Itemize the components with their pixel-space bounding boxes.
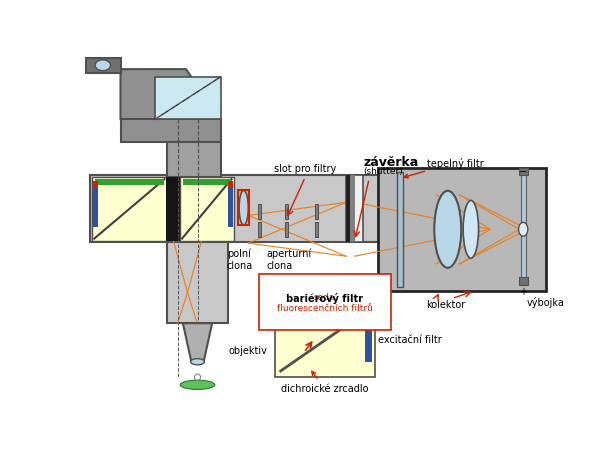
Ellipse shape xyxy=(191,359,205,365)
Bar xyxy=(521,170,525,285)
Text: výbojka: výbojka xyxy=(527,297,565,308)
Polygon shape xyxy=(121,70,221,120)
Bar xyxy=(93,182,98,189)
Bar xyxy=(167,242,228,324)
Bar xyxy=(183,180,230,185)
Bar xyxy=(397,172,403,288)
Ellipse shape xyxy=(180,380,215,389)
Polygon shape xyxy=(155,78,221,120)
Bar xyxy=(257,222,261,238)
Ellipse shape xyxy=(194,374,200,380)
Bar xyxy=(282,308,336,313)
Text: bariérový filtr: bariérový filtr xyxy=(286,293,363,303)
Bar xyxy=(284,222,287,238)
Text: kolektor: kolektor xyxy=(427,299,466,309)
Bar xyxy=(95,180,164,185)
Bar xyxy=(93,189,98,228)
Text: aperturní
clona: aperturní clona xyxy=(267,248,312,270)
Bar xyxy=(346,176,350,242)
Text: slot pro filtry: slot pro filtry xyxy=(274,164,337,174)
Text: objektiv: objektiv xyxy=(228,345,267,355)
Bar xyxy=(92,177,167,241)
Bar xyxy=(166,177,180,241)
Bar xyxy=(89,176,383,243)
Bar xyxy=(284,204,287,220)
Bar xyxy=(346,176,363,242)
Ellipse shape xyxy=(434,192,461,268)
Bar xyxy=(227,182,233,189)
Bar xyxy=(346,176,354,242)
Ellipse shape xyxy=(239,191,248,226)
Ellipse shape xyxy=(519,223,528,237)
Text: −: − xyxy=(519,167,527,177)
Text: (shutter): (shutter) xyxy=(363,167,403,176)
Ellipse shape xyxy=(463,201,479,258)
Bar xyxy=(315,204,318,220)
Text: sada
fluorescenčních filtrů: sada fluorescenčních filtrů xyxy=(276,293,373,312)
Bar xyxy=(275,304,375,377)
Polygon shape xyxy=(86,58,121,74)
Text: polní
clona: polní clona xyxy=(227,248,253,270)
Bar xyxy=(257,204,261,220)
Text: excitační filtr: excitační filtr xyxy=(378,334,442,344)
Bar xyxy=(378,168,546,291)
Polygon shape xyxy=(183,324,212,362)
Ellipse shape xyxy=(95,61,110,71)
Bar xyxy=(365,320,371,362)
Bar xyxy=(315,222,318,238)
Polygon shape xyxy=(167,143,221,177)
Text: dichroické zrcadlo: dichroické zrcadlo xyxy=(281,372,368,394)
Text: +: + xyxy=(519,286,527,296)
Bar xyxy=(227,189,233,228)
Bar xyxy=(519,278,528,285)
Bar xyxy=(180,177,234,241)
Text: závěrka: závěrka xyxy=(363,155,418,168)
Bar xyxy=(238,191,249,226)
Bar xyxy=(519,168,528,176)
Text: tepelný filtr: tepelný filtr xyxy=(404,157,484,179)
Polygon shape xyxy=(121,120,221,143)
